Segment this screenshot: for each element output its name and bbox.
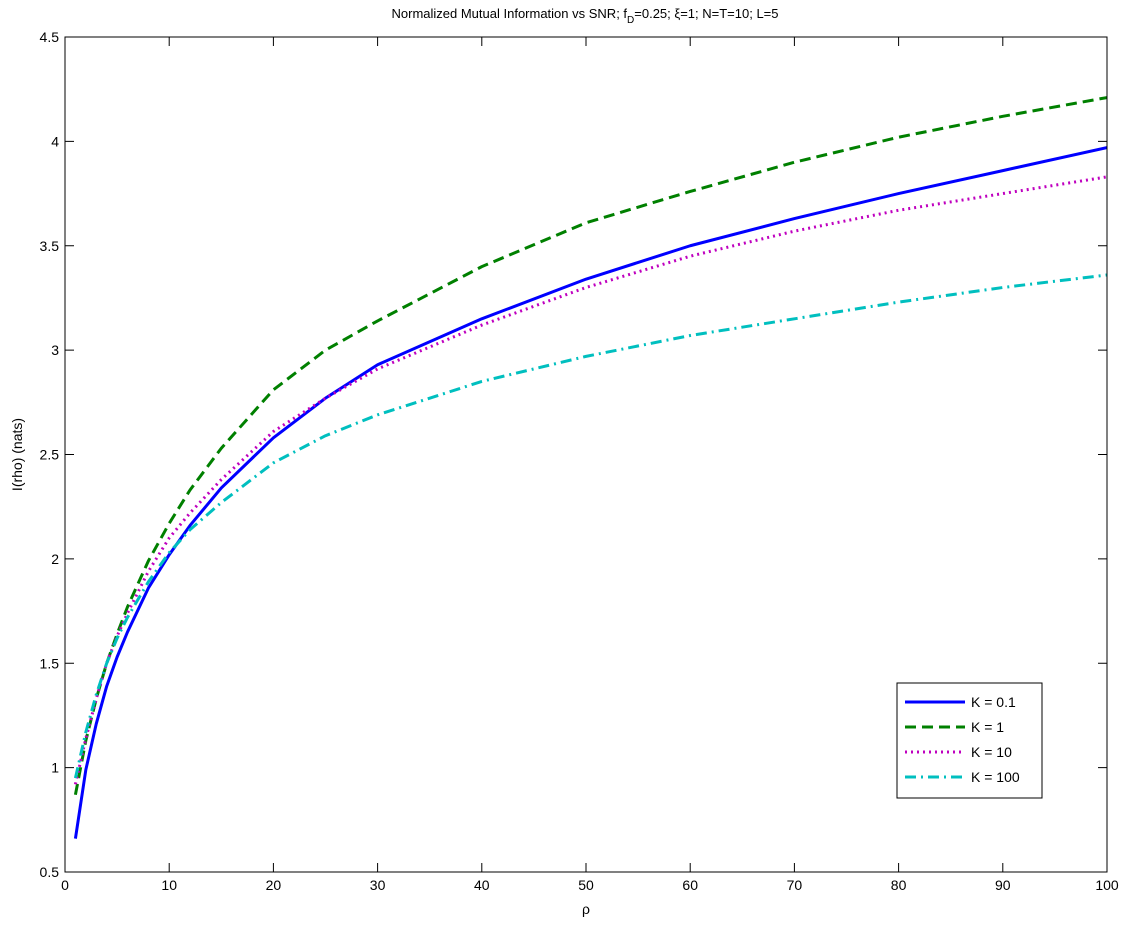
chart-title-subscript: D: [627, 15, 634, 26]
x-tick-label: 10: [161, 877, 177, 893]
y-tick-label: 3: [51, 342, 59, 358]
y-tick-label: 3.5: [40, 238, 60, 254]
y-tick-label: 4: [51, 133, 59, 149]
legend-box: [896, 682, 1043, 799]
y-tick-label: 2.5: [40, 447, 60, 463]
legend-label: K = 10: [971, 744, 1012, 760]
chart-title-main: Normalized Mutual Information vs SNR; f: [392, 6, 628, 21]
y-tick-label: 0.5: [40, 864, 60, 880]
x-tick-label: 0: [61, 877, 69, 893]
y-tick-label: 1: [51, 760, 59, 776]
y-tick-label: 4.5: [40, 29, 60, 45]
x-tick-label: 100: [1095, 877, 1119, 893]
chart-title-rest: =0.25; ξ=1; N=T=10; L=5: [634, 6, 778, 21]
x-tick-label: 60: [682, 877, 698, 893]
legend-label: K = 0.1: [971, 694, 1016, 710]
series-layer: [73, 96, 1107, 839]
x-tick-label: 30: [370, 877, 386, 893]
y-tick-label: 2: [51, 551, 59, 567]
x-tick-label: 40: [474, 877, 490, 893]
series-line-1: [73, 146, 1107, 839]
chart-title: Normalized Mutual Information vs SNR; fD…: [392, 6, 779, 26]
x-tick-label: 70: [787, 877, 803, 893]
x-tick-label: 50: [578, 877, 594, 893]
legend-label: K = 1: [971, 719, 1004, 735]
x-tick-label: 90: [995, 877, 1011, 893]
y-tick-label: 1.5: [40, 655, 60, 671]
y-axis-label: I(rho) (nats): [9, 418, 25, 491]
axis-ticks: 0 10 20 30 40 50 60 70 80 90 100 0.5 1 1.5 2 2.5 3 3.5 4 4.…: [40, 29, 1119, 893]
x-tick-label: 20: [266, 877, 282, 893]
x-tick-label: 80: [891, 877, 907, 893]
series-line-3: [73, 175, 1107, 785]
series-line-4: [73, 273, 1107, 779]
plot-frame: [64, 36, 1108, 873]
x-axis-label: ρ: [582, 901, 590, 917]
legend: K = 0.1 K = 1 K = 10 K = 100: [896, 682, 1043, 799]
legend-label: K = 100: [971, 769, 1020, 785]
